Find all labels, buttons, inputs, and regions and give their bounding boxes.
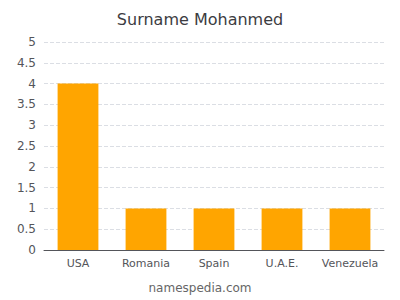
svg-text:Romania: Romania — [122, 257, 170, 270]
svg-text:2.5: 2.5 — [17, 139, 36, 153]
svg-text:Spain: Spain — [199, 257, 230, 270]
svg-text:U.A.E.: U.A.E. — [266, 257, 299, 270]
svg-text:Surname Mohanmed: Surname Mohanmed — [117, 10, 283, 29]
svg-text:namespedia.com: namespedia.com — [148, 281, 251, 295]
svg-text:1.5: 1.5 — [17, 181, 36, 195]
svg-text:USA: USA — [67, 257, 90, 270]
svg-text:1: 1 — [28, 201, 36, 215]
svg-text:3: 3 — [28, 118, 36, 132]
svg-text:3.5: 3.5 — [17, 97, 36, 111]
svg-text:Venezuela: Venezuela — [322, 257, 379, 270]
svg-text:4: 4 — [28, 77, 36, 91]
svg-text:0.5: 0.5 — [17, 222, 36, 236]
svg-text:4.5: 4.5 — [17, 56, 36, 70]
svg-text:0: 0 — [28, 243, 36, 257]
svg-text:5: 5 — [28, 35, 36, 49]
svg-text:2: 2 — [28, 160, 36, 174]
